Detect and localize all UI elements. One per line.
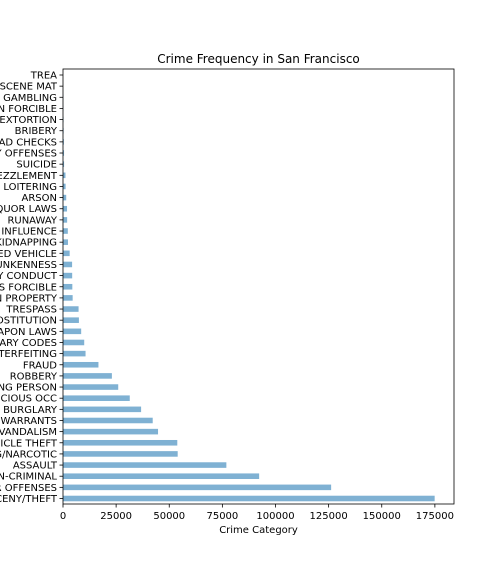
- x-tick-label: 75000: [206, 511, 238, 522]
- bars-group: [63, 72, 435, 501]
- bar-0: [63, 496, 435, 502]
- bar-27: [63, 195, 66, 201]
- x-tick-label: 125000: [310, 511, 348, 522]
- bar-16: [63, 317, 79, 323]
- y-tick-label: NON-CRIMINAL: [0, 472, 57, 483]
- bar-19: [63, 284, 72, 290]
- y-tick-label: FAMILY OFFENSES: [0, 149, 57, 160]
- y-tick-label: SEX OFFENSES FORCIBLE: [0, 282, 57, 293]
- bar-25: [63, 217, 67, 223]
- y-tick-label: GAMBLING: [3, 93, 57, 104]
- x-tick-label: 175000: [416, 511, 454, 522]
- x-tick-label: 0: [60, 511, 66, 522]
- y-tick-label: STOLEN PROPERTY: [0, 293, 58, 304]
- bar-26: [63, 206, 67, 212]
- y-tick-label: LIQUOR LAWS: [0, 204, 57, 215]
- y-tick-label: SEX OFFENSES NON FORCIBLE: [0, 104, 57, 115]
- y-tick-label: DRUNKENNESS: [0, 260, 57, 271]
- bar-23: [63, 239, 68, 245]
- y-tick-label: KIDNAPPING: [0, 238, 57, 249]
- plot-frame: [63, 69, 454, 504]
- x-tick-label: 100000: [256, 511, 294, 522]
- bar-12: [63, 362, 98, 368]
- y-tick-label: SECONDARY CODES: [0, 338, 57, 349]
- bar-21: [63, 262, 72, 268]
- bar-9: [63, 395, 130, 401]
- bar-24: [63, 228, 68, 234]
- y-tick-label: BAD CHECKS: [0, 137, 57, 148]
- y-tick-label: BRIBERY: [15, 126, 58, 137]
- x-tick-label: 25000: [100, 511, 132, 522]
- y-tick-label: DISORDERLY CONDUCT: [0, 271, 58, 282]
- y-tick-label: TRESPASS: [5, 305, 57, 316]
- y-tick-label: DRIVING UNDER THE INFLUENCE: [0, 227, 57, 238]
- y-tick-label: EMBEZZLEMENT: [0, 171, 58, 182]
- bar-10: [63, 384, 118, 390]
- bar-2: [63, 473, 259, 479]
- y-tick-label: RUNAWAY: [7, 215, 57, 226]
- y-tick-label: VEHICLE THEFT: [0, 438, 58, 449]
- y-tick-label: WARRANTS: [1, 416, 57, 427]
- y-tick-label: PORNOGRAPHY/OBSCENE MAT: [0, 82, 58, 93]
- bar-5: [63, 440, 177, 446]
- y-tick-label: WEAPON LAWS: [0, 327, 57, 338]
- y-tick-label: SUSPICIOUS OCC: [0, 394, 57, 405]
- y-tick-label: SUICIDE: [16, 160, 57, 171]
- bar-1: [63, 485, 331, 491]
- bar-17: [63, 306, 79, 312]
- bar-18: [63, 295, 73, 301]
- y-tick-label: DRUG/NARCOTIC: [0, 449, 57, 460]
- bar-6: [63, 429, 158, 435]
- y-axis-ticks: LARCENY/THEFTOTHER OFFENSESNON-CRIMINALA…: [0, 71, 63, 506]
- bar-3: [63, 462, 226, 468]
- x-tick-label: 150000: [363, 511, 401, 522]
- bar-15: [63, 329, 81, 335]
- y-tick-label: BURGLARY: [3, 405, 58, 416]
- y-tick-label: MISSING PERSON: [0, 383, 57, 394]
- x-axis-ticks: 0 25000 50000 75000 100000 125000 150000 175000: [60, 504, 454, 522]
- y-tick-label: LARCENY/THEFT: [0, 494, 58, 505]
- y-tick-label: EXTORTION: [0, 115, 57, 126]
- y-tick-label: ASSAULT: [13, 461, 58, 472]
- y-tick-label: OTHER OFFENSES: [0, 483, 57, 494]
- y-tick-label: PROSTITUTION: [0, 316, 57, 327]
- y-tick-label: TREA: [30, 71, 57, 82]
- x-axis-label: Crime Category: [219, 525, 298, 536]
- x-tick-label: 50000: [153, 511, 185, 522]
- y-tick-label: LOITERING: [3, 182, 57, 193]
- y-tick-label: FORGERY/COUNTERFEITING: [0, 349, 57, 360]
- y-tick-label: ROBBERY: [10, 371, 58, 382]
- chart-title: Crime Frequency in San Francisco: [157, 52, 360, 66]
- bar-8: [63, 407, 141, 413]
- bar-20: [63, 273, 72, 279]
- y-tick-label: ARSON: [22, 193, 58, 204]
- bar-11: [63, 373, 112, 379]
- bar-4: [63, 451, 178, 457]
- y-tick-label: VANDALISM: [0, 427, 57, 438]
- bar-14: [63, 340, 84, 346]
- bar-13: [63, 351, 86, 357]
- bar-22: [63, 251, 70, 257]
- bar-7: [63, 418, 153, 424]
- y-tick-label: FRAUD: [23, 360, 57, 371]
- y-tick-label: RECOVERED VEHICLE: [0, 249, 57, 260]
